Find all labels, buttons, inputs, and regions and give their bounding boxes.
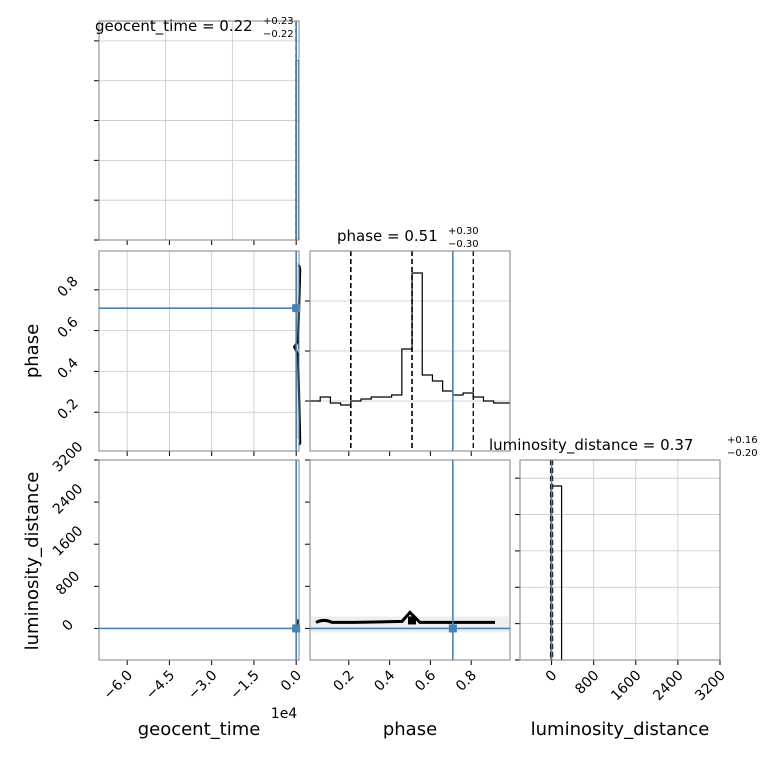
yticklabel-dl-4: 3200 xyxy=(50,439,87,476)
xticklabel-phase-1: 0.4 xyxy=(371,667,398,694)
truth-point-phase-geocent xyxy=(292,304,301,313)
xticklabel-dl-0: 0 xyxy=(543,668,561,686)
grid-layer xyxy=(99,21,721,660)
xlabel-geocent-time: geocent_time xyxy=(138,719,261,740)
contour-core-dl-geocent xyxy=(297,619,299,628)
yticklabel-phase-0: 0.2 xyxy=(55,396,82,423)
title-phase: phase = 0.51 xyxy=(337,227,438,245)
xticklabel-phase-0: 0.2 xyxy=(331,668,358,695)
xticklabel-geocent-2: −3.0 xyxy=(185,668,220,703)
panel-frame-phase-geocent xyxy=(98,250,300,452)
yticklabel-dl-1: 800 xyxy=(53,568,83,598)
contour-core-dl-phase xyxy=(408,616,416,625)
xticklabel-geocent-4: 0.0 xyxy=(278,668,305,695)
ylabel-phase: phase xyxy=(22,324,43,378)
title-phase-plus: +0.30 xyxy=(448,226,479,237)
yticklabel-dl-3: 2400 xyxy=(50,481,87,518)
title-luminosity-distance: luminosity_distance = 0.37 xyxy=(489,436,693,455)
title-luminosity-distance-minus: −0.20 xyxy=(727,448,758,459)
title-geocent-time-minus: −0.22 xyxy=(263,29,294,40)
title-geocent-time-plus: +0.23 xyxy=(263,16,294,27)
contour-line-dl-phase xyxy=(315,610,495,624)
xticklabel-dl-3: 2400 xyxy=(650,668,687,705)
xticklabel-dl-1: 800 xyxy=(572,668,602,698)
xticklabel-geocent-3: −1.5 xyxy=(227,668,262,703)
xticklabel-geocent-1: −4.5 xyxy=(143,668,178,703)
yticklabel-dl-0: 0 xyxy=(59,617,77,635)
truth-point-dl-phase xyxy=(448,624,457,633)
yticklabel-phase-1: 0.4 xyxy=(55,355,82,382)
title-phase-minus: −0.30 xyxy=(448,239,479,250)
xticklabel-dl-4: 3200 xyxy=(692,668,729,705)
xticklabel-dl-2: 1600 xyxy=(608,668,645,705)
xticklabel-geocent-0: −6.0 xyxy=(101,668,136,703)
panel-frame-dl-1d xyxy=(519,459,721,661)
truth-point-dl-geocent xyxy=(292,624,301,633)
hist-steps-phase xyxy=(310,272,510,406)
yticklabel-phase-2: 0.6 xyxy=(55,314,82,341)
yticklabel-dl-2: 1600 xyxy=(50,523,87,560)
xticklabel-phase-2: 0.6 xyxy=(412,667,439,694)
title-luminosity-distance-plus: +0.16 xyxy=(727,435,758,446)
panel-frame-geocent-1d xyxy=(98,20,300,241)
contour-line-phase-geocent xyxy=(292,264,302,446)
frames-layer xyxy=(94,20,721,665)
xticklabel-phase-3: 0.8 xyxy=(453,668,480,695)
ylabel-luminosity-distance: luminosity_distance xyxy=(22,472,43,651)
contour-fill-phase-geocent xyxy=(297,263,299,439)
marks-layer xyxy=(99,21,563,660)
title-geocent-time: geocent_time = 0.22 xyxy=(95,17,253,36)
xlabel-phase: phase xyxy=(383,719,437,740)
xlabel-luminosity-distance: luminosity_distance xyxy=(531,719,710,740)
panel-frame-phase-1d xyxy=(309,250,511,452)
panel-frame-dl-phase xyxy=(309,459,511,661)
panel-frame-dl-geocent xyxy=(98,459,300,661)
offset-text-geocent-time: 1e4 xyxy=(271,706,298,722)
yticklabel-phase-3: 0.8 xyxy=(55,273,82,300)
